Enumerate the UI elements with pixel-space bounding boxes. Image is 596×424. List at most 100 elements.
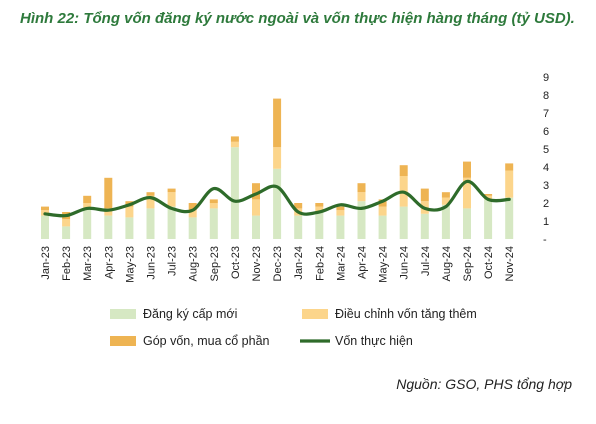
y-tick-label: 7 <box>543 108 549 120</box>
bar-segment-Jul-24 <box>420 188 429 202</box>
y-tick-label: 6 <box>543 126 549 138</box>
legend-label: Vốn thực hiện <box>335 334 413 348</box>
x-tick-label: Aug-24 <box>441 246 453 281</box>
bar-segment-Sep-23 <box>209 208 218 239</box>
line-series-disbursed <box>43 179 511 218</box>
bar-segment-Jun-24 <box>399 206 408 239</box>
x-tick-label: Jan-23 <box>40 246 52 280</box>
bar-segment-Aug-24 <box>441 197 450 205</box>
bar-segment-Apr-24 <box>357 183 366 193</box>
bar-segment-Nov-23 <box>252 199 260 216</box>
y-tick-label: 3 <box>543 180 549 192</box>
legend-swatch <box>110 309 136 319</box>
legend-swatch <box>302 309 328 319</box>
legend-swatch <box>110 336 136 346</box>
x-tick-label: Jun-23 <box>146 246 158 280</box>
legend-label: Góp vốn, mua cổ phần <box>143 334 270 348</box>
x-tick-label: Jul-23 <box>167 246 179 276</box>
bar-segment-Feb-24 <box>315 212 324 239</box>
bar-segment-Feb-23 <box>62 226 71 239</box>
bar-layer <box>41 98 514 239</box>
bar-segment-Sep-24 <box>463 177 471 209</box>
bar-segment-Oct-23 <box>230 136 239 142</box>
bar-segment-Nov-23 <box>252 183 260 200</box>
source-note: Nguồn: GSO, PHS tổng hợp <box>396 376 572 392</box>
x-tick-label: May-23 <box>124 246 136 283</box>
x-tick-label: Nov-23 <box>251 246 263 281</box>
bar-segment-Mar-23 <box>83 195 92 203</box>
bar-segment-Apr-24 <box>357 201 366 239</box>
x-axis: Jan-23 Feb-23 Mar-23 Apr-23 May-23 Jun-23 Jul-… <box>40 246 516 283</box>
y-tick-label: 9 <box>543 72 549 84</box>
x-tick-label: Aug-23 <box>188 246 200 281</box>
bar-segment-Apr-23 <box>104 177 113 209</box>
bar-segment-Jun-23 <box>146 208 155 239</box>
bar-segment-May-24 <box>378 206 387 216</box>
bar-segment-Mar-24 <box>336 206 345 211</box>
x-tick-label: Dec-23 <box>272 246 284 281</box>
y-tick-label: 2 <box>543 198 549 210</box>
bar-segment-Nov-24 <box>505 170 514 198</box>
bar-segment-Sep-24 <box>463 208 471 239</box>
x-tick-label: Oct-24 <box>483 246 495 279</box>
bar-segment-Aug-24 <box>441 204 450 239</box>
bar-segment-May-24 <box>378 199 387 207</box>
x-tick-label: Feb-24 <box>314 246 326 281</box>
bar-segment-Mar-24 <box>336 215 345 239</box>
bar-segment-Oct-24 <box>484 199 493 239</box>
bar-segment-Mar-23 <box>83 203 92 209</box>
bar-segment-May-24 <box>378 215 387 239</box>
bar-segment-Jan-23 <box>41 215 49 239</box>
chart-title: Hình 22: Tổng vốn đăng ký nước ngoài và … <box>20 10 575 27</box>
x-tick-label: Sep-23 <box>209 246 221 281</box>
bar-segment-Apr-23 <box>104 215 113 239</box>
x-tick-label: Jan-24 <box>293 246 305 280</box>
bar-segment-Sep-23 <box>209 199 218 203</box>
bar-segment-Nov-23 <box>252 215 260 239</box>
bar-segment-Oct-23 <box>230 141 239 148</box>
x-tick-label: Apr-23 <box>103 246 115 279</box>
bar-segment-Jul-23 <box>167 188 176 193</box>
x-tick-label: Mar-24 <box>335 246 347 281</box>
bar-segment-Oct-24 <box>484 194 493 196</box>
bar-segment-Sep-23 <box>209 203 218 209</box>
y-tick-label: 5 <box>543 144 549 156</box>
bar-segment-Nov-24 <box>505 197 514 239</box>
x-tick-label: Feb-23 <box>61 246 73 281</box>
x-tick-label: Nov-24 <box>504 246 516 281</box>
y-tick-label: - <box>543 234 547 246</box>
bar-segment-Jan-23 <box>41 206 49 211</box>
y-tick-label: 8 <box>543 90 549 102</box>
x-tick-label: Jul-24 <box>420 246 432 276</box>
bar-segment-Jul-24 <box>420 213 429 239</box>
line-layer <box>43 179 511 218</box>
bar-segment-Jan-24 <box>294 203 303 209</box>
bar-segment-Dec-23 <box>273 98 282 148</box>
bar-segment-Aug-24 <box>441 192 450 198</box>
legend: Đăng ký cấp mới Điều chỉnh vốn tăng thêm G… <box>110 307 477 348</box>
bar-segment-Jul-23 <box>167 206 176 239</box>
y-tick-label: 1 <box>543 216 549 228</box>
bar-segment-Jun-23 <box>146 195 155 209</box>
bar-segment-Jul-23 <box>167 192 176 207</box>
bar-segment-Mar-23 <box>83 208 92 239</box>
legend-label: Điều chỉnh vốn tăng thêm <box>335 307 477 321</box>
x-tick-label: Mar-23 <box>82 246 94 281</box>
bar-segment-Dec-23 <box>273 147 282 169</box>
bar-segment-Oct-24 <box>484 195 493 200</box>
bar-segment-Feb-24 <box>315 203 324 207</box>
bar-segment-Aug-23 <box>188 217 197 239</box>
x-tick-label: Sep-24 <box>462 246 474 281</box>
bar-segment-Sep-24 <box>463 161 471 178</box>
x-tick-label: Jun-24 <box>399 246 411 280</box>
bar-segment-Jun-24 <box>399 165 408 176</box>
x-tick-label: May-24 <box>378 246 390 283</box>
bar-segment-Nov-24 <box>505 163 514 171</box>
bar-segment-Feb-23 <box>62 219 71 227</box>
legend-label: Đăng ký cấp mới <box>143 307 237 321</box>
bar-segment-Apr-23 <box>104 208 113 216</box>
x-tick-label: Oct-23 <box>230 246 242 279</box>
bar-segment-May-23 <box>125 206 134 218</box>
bar-segment-May-23 <box>125 217 134 239</box>
